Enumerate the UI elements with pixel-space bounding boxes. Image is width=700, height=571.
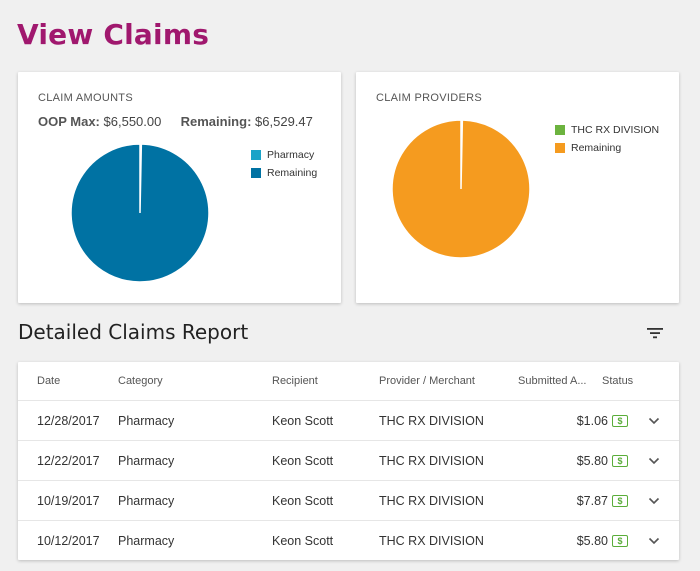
remaining-value: $6,529.47 [255, 114, 313, 129]
expand-chevron-icon[interactable] [648, 521, 660, 561]
legend-swatch [555, 143, 565, 153]
expand-chevron-icon[interactable] [648, 401, 660, 441]
oop-max-value: $6,550.00 [103, 114, 162, 129]
cell-provider: THC RX DIVISION [379, 494, 484, 508]
cell-provider: THC RX DIVISION [379, 454, 484, 468]
cell-recipient: Keon Scott [272, 534, 334, 548]
expand-chevron-icon[interactable] [648, 481, 660, 521]
legend-label: Remaining [267, 167, 318, 179]
claim-amounts-legend: Pharmacy Remaining [251, 146, 317, 182]
legend-item-pharmacy: Pharmacy [251, 146, 317, 164]
table-row[interactable]: 12/28/2017 Pharmacy Keon Scott THC RX DIVIS… [18, 400, 679, 441]
pie-slice-remaining [391, 119, 531, 259]
legend-swatch [555, 125, 565, 135]
cell-date: 10/19/2017 [37, 494, 100, 508]
claim-providers-card: CLAIM PROVIDERS THC RX DIVISION Remainin… [356, 72, 679, 303]
legend-item-remaining: Remaining [251, 164, 317, 182]
pie-slice-remaining [70, 143, 210, 283]
column-header-recipient[interactable]: Recipient [272, 375, 318, 387]
dollar-bill-icon: $ [612, 481, 628, 521]
remaining-label: Remaining: [180, 114, 252, 129]
column-header-provider[interactable]: Provider / Merchant [379, 375, 475, 387]
legend-label: THC RX DIVISION [571, 124, 660, 136]
oop-summary: OOP Max: $6,550.00 Remaining: $6,529.47 [38, 114, 313, 129]
table-row[interactable]: 10/19/2017 Pharmacy Keon Scott THC RX DIVIS… [18, 480, 679, 521]
cell-category: Pharmacy [118, 454, 175, 468]
legend-label: Remaining [571, 142, 622, 154]
legend-item-thc-rx-division: THC RX DIVISION [555, 121, 659, 139]
filter-icon[interactable] [646, 325, 664, 346]
dollar-bill-icon: $ [612, 401, 628, 441]
cell-amount: $5.80 [576, 454, 608, 468]
claim-amounts-pie [70, 143, 210, 283]
table-row[interactable]: 12/22/2017 Pharmacy Keon Scott THC RX DIVIS… [18, 440, 679, 481]
claim-amounts-label: CLAIM AMOUNTS [38, 92, 133, 104]
cell-provider: THC RX DIVISION [379, 534, 484, 548]
cell-amount: $1.06 [576, 414, 608, 428]
cell-category: Pharmacy [118, 414, 175, 428]
cell-recipient: Keon Scott [272, 494, 334, 508]
report-title: Detailed Claims Report [18, 320, 249, 344]
cell-amount: $7.87 [576, 494, 608, 508]
oop-max-label: OOP Max: [38, 114, 100, 129]
expand-chevron-icon[interactable] [648, 441, 660, 481]
column-header-status[interactable]: Status [602, 375, 634, 387]
column-header-category[interactable]: Category [118, 375, 163, 387]
cell-category: Pharmacy [118, 494, 175, 508]
cell-amount: $5.80 [576, 534, 608, 548]
dollar-bill-icon: $ [612, 521, 628, 561]
legend-swatch [251, 168, 261, 178]
claims-table: Date Category Recipient Provider / Merch… [18, 362, 679, 560]
cell-date: 10/12/2017 [37, 534, 100, 548]
cell-date: 12/28/2017 [37, 414, 100, 428]
claim-amounts-card: CLAIM AMOUNTS OOP Max: $6,550.00 Remaini… [18, 72, 341, 303]
cell-category: Pharmacy [118, 534, 175, 548]
page-title: View Claims [17, 18, 210, 51]
dollar-bill-icon: $ [612, 441, 628, 481]
claim-providers-legend: THC RX DIVISION Remaining [555, 121, 659, 157]
legend-swatch [251, 150, 261, 160]
table-header: Date Category Recipient Provider / Merch… [18, 362, 679, 400]
legend-label: Pharmacy [267, 149, 315, 161]
cell-recipient: Keon Scott [272, 454, 334, 468]
cell-provider: THC RX DIVISION [379, 414, 484, 428]
table-row[interactable]: 10/12/2017 Pharmacy Keon Scott THC RX DIVIS… [18, 520, 679, 561]
column-header-submitted-amount[interactable]: Submitted A... [518, 375, 587, 387]
legend-item-remaining: Remaining [555, 139, 659, 157]
column-header-date[interactable]: Date [37, 375, 61, 387]
cell-recipient: Keon Scott [272, 414, 334, 428]
claim-providers-pie [391, 119, 531, 259]
claim-providers-label: CLAIM PROVIDERS [376, 92, 482, 104]
cell-date: 12/22/2017 [37, 454, 100, 468]
